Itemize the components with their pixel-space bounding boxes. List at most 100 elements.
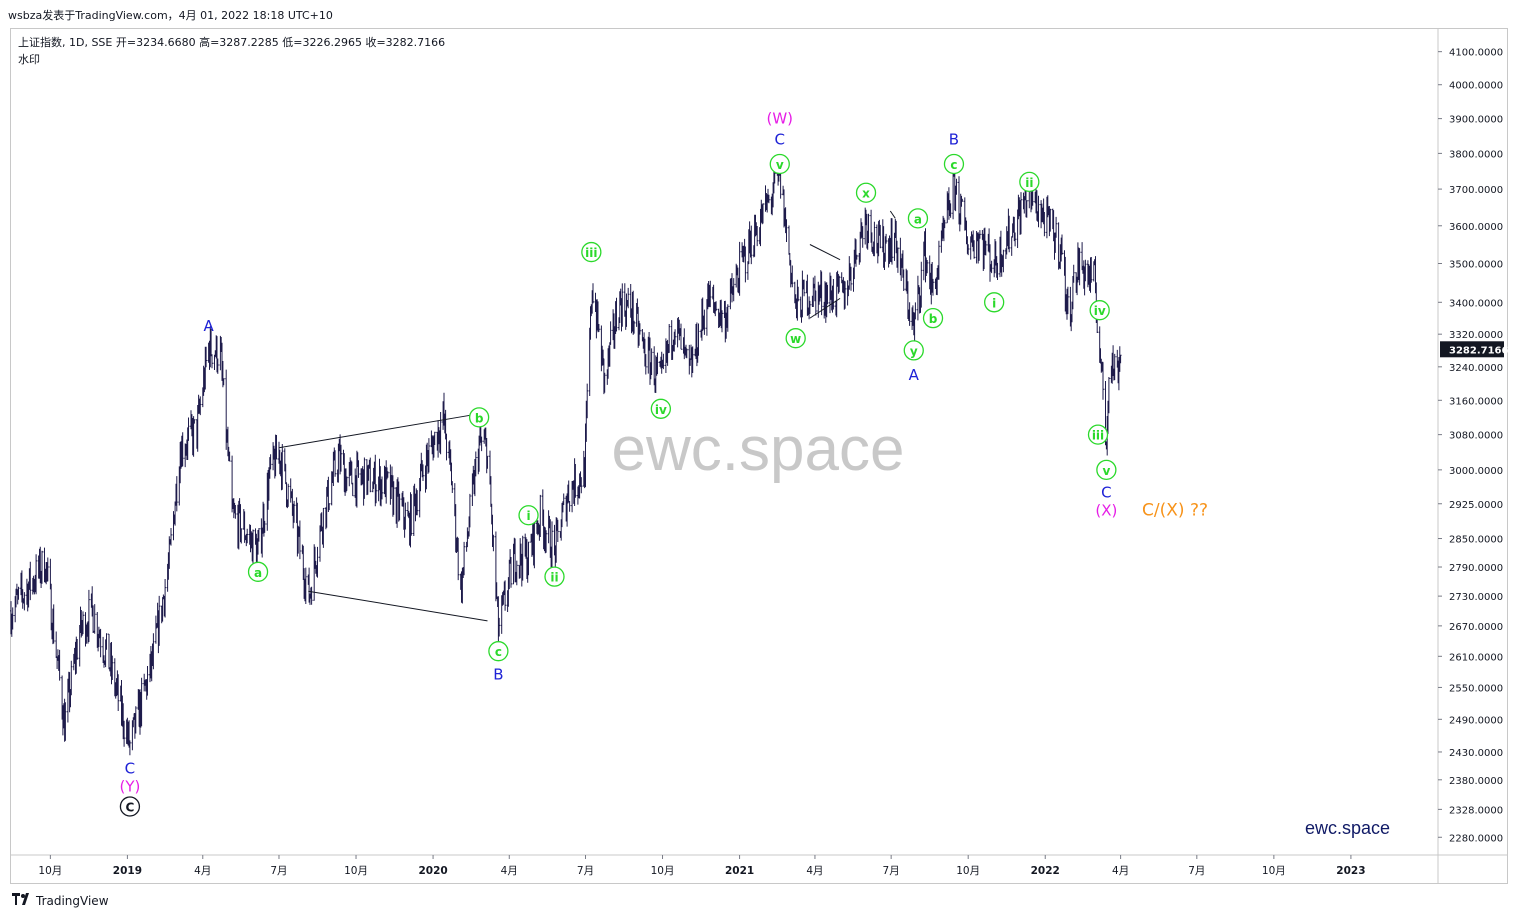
wave-label-4: c <box>943 153 965 175</box>
time-tick-label: 7月 <box>883 865 900 877</box>
footer-brand-text: TradingView <box>36 894 109 908</box>
wave-label-17: b <box>468 407 490 428</box>
time-tick-label: 2021 <box>725 865 754 877</box>
wave-label-23: i <box>518 505 539 526</box>
wave-label-text: i <box>526 509 530 523</box>
time-tick-label: 2019 <box>113 865 142 877</box>
wave-label-text: C <box>1101 483 1111 501</box>
wave-label-text: (W) <box>766 110 793 128</box>
wave-label-text: iii <box>585 246 597 260</box>
price-tick-label: 3500.0000 <box>1449 259 1503 270</box>
time-tick-label: 4月 <box>194 865 211 877</box>
price-tick-label: 2730.0000 <box>1449 592 1503 603</box>
price-tick-label: 3600.0000 <box>1449 222 1503 233</box>
legend-watermark-label: 水印 <box>18 53 40 66</box>
last-price-box <box>1440 341 1504 358</box>
trend-line-0 <box>278 412 484 449</box>
wave-label-15: A <box>909 366 920 384</box>
price-tick-label: 3900.0000 <box>1449 115 1503 126</box>
time-tick-label: 10月 <box>38 865 62 877</box>
wave-label-text: A <box>204 317 215 335</box>
wave-label-circle <box>488 641 509 662</box>
time-tick-label: 2022 <box>1031 865 1060 877</box>
time-tick-label: 7月 <box>1188 865 1205 877</box>
wave-label-11: b <box>922 307 944 329</box>
wave-label-text: (X) <box>1095 502 1117 520</box>
chart-frame[interactable] <box>10 28 1508 884</box>
time-tick-label: 10月 <box>651 865 675 877</box>
wave-label-text: C <box>126 801 135 815</box>
wave-label-0: (W) <box>766 110 793 128</box>
wave-label-text: ii <box>550 571 558 585</box>
wave-label-text: c <box>950 158 957 172</box>
wave-label-circle <box>247 561 269 582</box>
wave-label-2: v <box>769 153 790 175</box>
wave-label-circle <box>943 153 965 175</box>
wave-label-9: i <box>984 292 1005 313</box>
price-tick-label: 4100.0000 <box>1449 48 1503 59</box>
wave-label-text: iii <box>1092 429 1104 443</box>
trend-line-3 <box>809 244 841 261</box>
chart-watermark: ewc.space <box>612 415 905 484</box>
wave-label-circle <box>544 566 565 587</box>
price-tick-label: 2610.0000 <box>1449 652 1503 663</box>
wave-label-29: (Y) <box>119 778 140 796</box>
wave-label-text: x <box>862 187 870 201</box>
wave-label-circle <box>922 307 944 329</box>
ohlc-bar-series <box>10 154 1122 756</box>
price-tick-label: 2328.0000 <box>1449 805 1503 816</box>
ohlc-bars <box>10 154 1122 756</box>
wave-label-20: C <box>1101 483 1111 501</box>
wave-label-circle <box>119 796 141 817</box>
time-tick-label: 4月 <box>501 865 518 877</box>
wave-label-circle <box>581 241 602 263</box>
wave-label-text: B <box>949 130 959 148</box>
price-tick-label: 3240.0000 <box>1449 363 1503 374</box>
wave-label-26: c <box>488 641 509 662</box>
symbol-legend[interactable]: 上证指数, 1D, SSE 开=3234.6680 高=3287.2285 低=… <box>18 36 446 49</box>
trend-line-5 <box>809 297 841 319</box>
wave-label-circle <box>468 407 490 428</box>
wave-label-circle <box>650 398 672 419</box>
wave-label-text: (Y) <box>119 778 140 796</box>
price-tick-label: 2550.0000 <box>1449 683 1503 694</box>
wave-label-16: iv <box>650 398 672 419</box>
wave-label-text: A <box>909 366 920 384</box>
price-tick-label: 2925.0000 <box>1449 500 1503 511</box>
price-tick-label: 2430.0000 <box>1449 748 1503 759</box>
price-tick-label: 2670.0000 <box>1449 622 1503 633</box>
last-price-label: 3282.7166 <box>1449 345 1509 356</box>
wave-label-text: b <box>929 312 938 326</box>
time-axis: 10月 2019 4月 7月 10月 2020 4月 7月 10月 2021 4月 7月 10月 2022… <box>10 854 1508 877</box>
price-tick-label: 2380.0000 <box>1449 776 1503 787</box>
footer-brand[interactable]: TradingView <box>12 893 109 909</box>
wave-label-24: ii <box>544 566 565 587</box>
wave-label-3: B <box>949 130 959 148</box>
price-tick-label: 3700.0000 <box>1449 185 1503 196</box>
wave-label-circle <box>1096 459 1117 481</box>
wave-label-text: C <box>125 760 135 778</box>
price-tick-label: 3080.0000 <box>1449 431 1503 442</box>
price-tick-label: 2490.0000 <box>1449 715 1503 726</box>
wave-label-circle <box>1019 171 1040 193</box>
wave-label-13: w <box>785 328 806 349</box>
price-tick-label: 3000.0000 <box>1449 466 1503 477</box>
price-tick-label: 2790.0000 <box>1449 563 1503 574</box>
trend-line-6 <box>889 210 896 219</box>
price-tick-label: 2280.0000 <box>1449 833 1503 844</box>
wave-label-circle <box>518 505 539 526</box>
price-axis: 2280.0000 2328.0000 2380.0000 2430.0000 2490… <box>1437 29 1509 884</box>
time-tick-label: 10月 <box>1262 865 1286 877</box>
wave-label-text: b <box>475 411 484 425</box>
price-tick-label: 4000.0000 <box>1449 81 1503 92</box>
price-tick-label: 3160.0000 <box>1449 396 1503 407</box>
wave-label-8: iii <box>581 241 602 263</box>
time-tick-label: 10月 <box>344 865 368 877</box>
wave-label-27: B <box>493 665 503 683</box>
wave-label-circle <box>785 328 806 349</box>
wave-label-7: a <box>907 208 929 229</box>
wave-label-6: ii <box>1019 171 1040 193</box>
wave-label-1: C <box>775 130 785 148</box>
wave-label-text: C <box>775 130 785 148</box>
